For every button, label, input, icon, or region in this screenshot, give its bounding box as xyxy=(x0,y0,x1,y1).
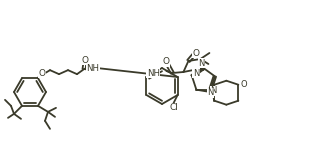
Text: O: O xyxy=(163,57,170,67)
Text: O: O xyxy=(39,69,46,78)
Text: O: O xyxy=(240,80,247,89)
Text: O: O xyxy=(82,56,89,65)
Text: N: N xyxy=(207,88,214,97)
Text: N: N xyxy=(210,86,217,95)
Text: NH: NH xyxy=(86,64,100,73)
Text: N: N xyxy=(198,58,205,68)
Text: N: N xyxy=(193,69,199,78)
Text: NH: NH xyxy=(147,69,160,77)
Text: Cl: Cl xyxy=(169,103,178,113)
Text: O: O xyxy=(193,49,200,57)
